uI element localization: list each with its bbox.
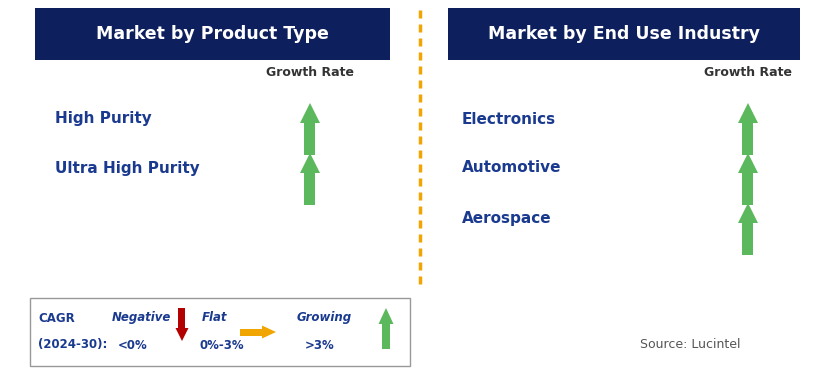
Polygon shape	[240, 328, 262, 336]
Text: Electronics: Electronics	[461, 113, 556, 127]
Text: Automotive: Automotive	[461, 161, 561, 175]
Polygon shape	[262, 325, 276, 339]
Text: CAGR: CAGR	[38, 312, 75, 325]
FancyBboxPatch shape	[447, 8, 799, 60]
Polygon shape	[737, 153, 757, 173]
FancyBboxPatch shape	[30, 298, 410, 366]
Text: Ultra High Purity: Ultra High Purity	[55, 161, 200, 175]
Polygon shape	[178, 308, 185, 328]
Polygon shape	[304, 173, 315, 205]
Text: Market by Product Type: Market by Product Type	[96, 25, 329, 43]
Polygon shape	[737, 203, 757, 223]
Polygon shape	[382, 324, 389, 349]
Text: <0%: <0%	[118, 339, 147, 352]
Polygon shape	[378, 308, 393, 324]
Text: Aerospace: Aerospace	[461, 211, 551, 226]
Text: Growth Rate: Growth Rate	[266, 65, 354, 79]
Text: High Purity: High Purity	[55, 110, 152, 125]
FancyBboxPatch shape	[35, 8, 389, 60]
Text: Market by End Use Industry: Market by End Use Industry	[488, 25, 759, 43]
Polygon shape	[300, 103, 320, 123]
Text: Growing: Growing	[296, 311, 352, 324]
Text: Flat: Flat	[202, 311, 227, 324]
Polygon shape	[742, 173, 753, 205]
Polygon shape	[742, 123, 753, 155]
Text: >3%: >3%	[305, 339, 335, 352]
Text: Growth Rate: Growth Rate	[703, 65, 791, 79]
Polygon shape	[176, 328, 188, 341]
Polygon shape	[300, 153, 320, 173]
Text: Source: Lucintel: Source: Lucintel	[639, 339, 739, 352]
Text: Negative: Negative	[112, 311, 171, 324]
Text: 0%-3%: 0%-3%	[200, 339, 244, 352]
Polygon shape	[304, 123, 315, 155]
Polygon shape	[737, 103, 757, 123]
Text: (2024-30):: (2024-30):	[38, 338, 108, 351]
Polygon shape	[742, 223, 753, 255]
